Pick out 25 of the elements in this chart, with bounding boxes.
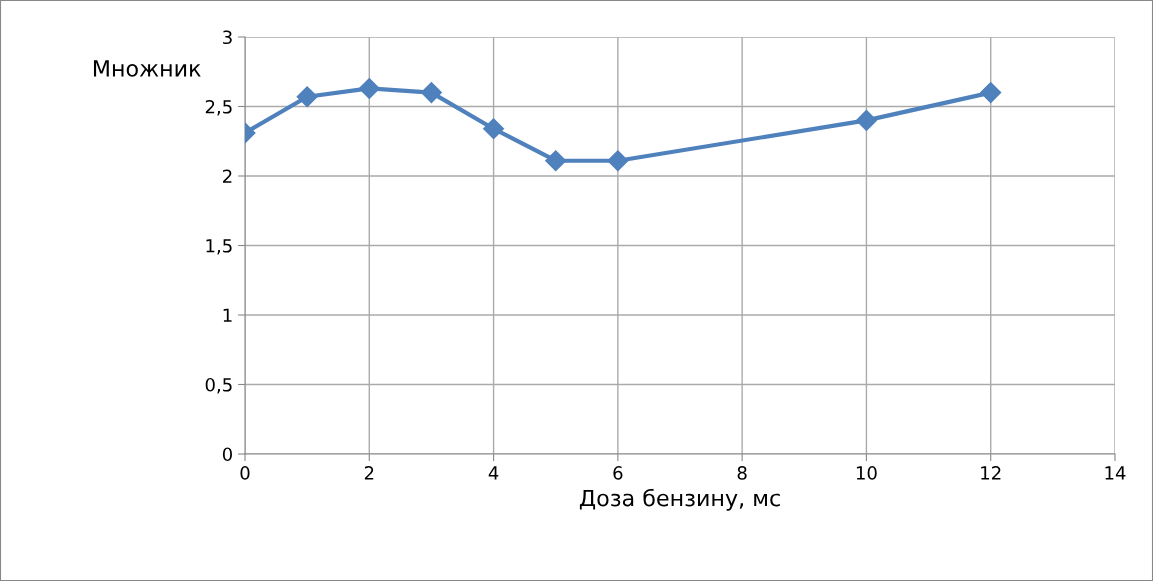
point — [483, 118, 505, 140]
y-tick-label: 0,5 — [205, 377, 232, 394]
y-tick-label: 2 — [223, 169, 232, 183]
y-tick-label: 2,5 — [205, 99, 232, 116]
point — [358, 77, 380, 99]
point — [980, 82, 1002, 104]
x-tick-label: 14 — [1105, 466, 1126, 480]
x-tick-label: 12 — [981, 466, 1001, 480]
y-tick-label: 0 — [222, 447, 232, 462]
point — [607, 150, 629, 172]
x-tick-label: 8 — [737, 466, 747, 480]
x-tick-label: 4 — [488, 466, 499, 480]
x-tick-label: 0 — [240, 466, 250, 480]
point — [545, 150, 567, 172]
x-tick-label: 2 — [364, 466, 374, 480]
y-axis-title: Множник — [93, 60, 201, 77]
y-tick-label: 1 — [223, 308, 232, 322]
y-tick-label: 1,5 — [206, 239, 232, 255]
point — [296, 86, 318, 108]
point — [855, 109, 877, 131]
point — [420, 82, 442, 104]
x-tick-label: 10 — [856, 466, 877, 480]
x-axis-title: Доза бензину, мс — [579, 488, 780, 511]
x-tick-label: 6 — [613, 466, 623, 480]
y-tick-label: 3 — [223, 30, 232, 45]
